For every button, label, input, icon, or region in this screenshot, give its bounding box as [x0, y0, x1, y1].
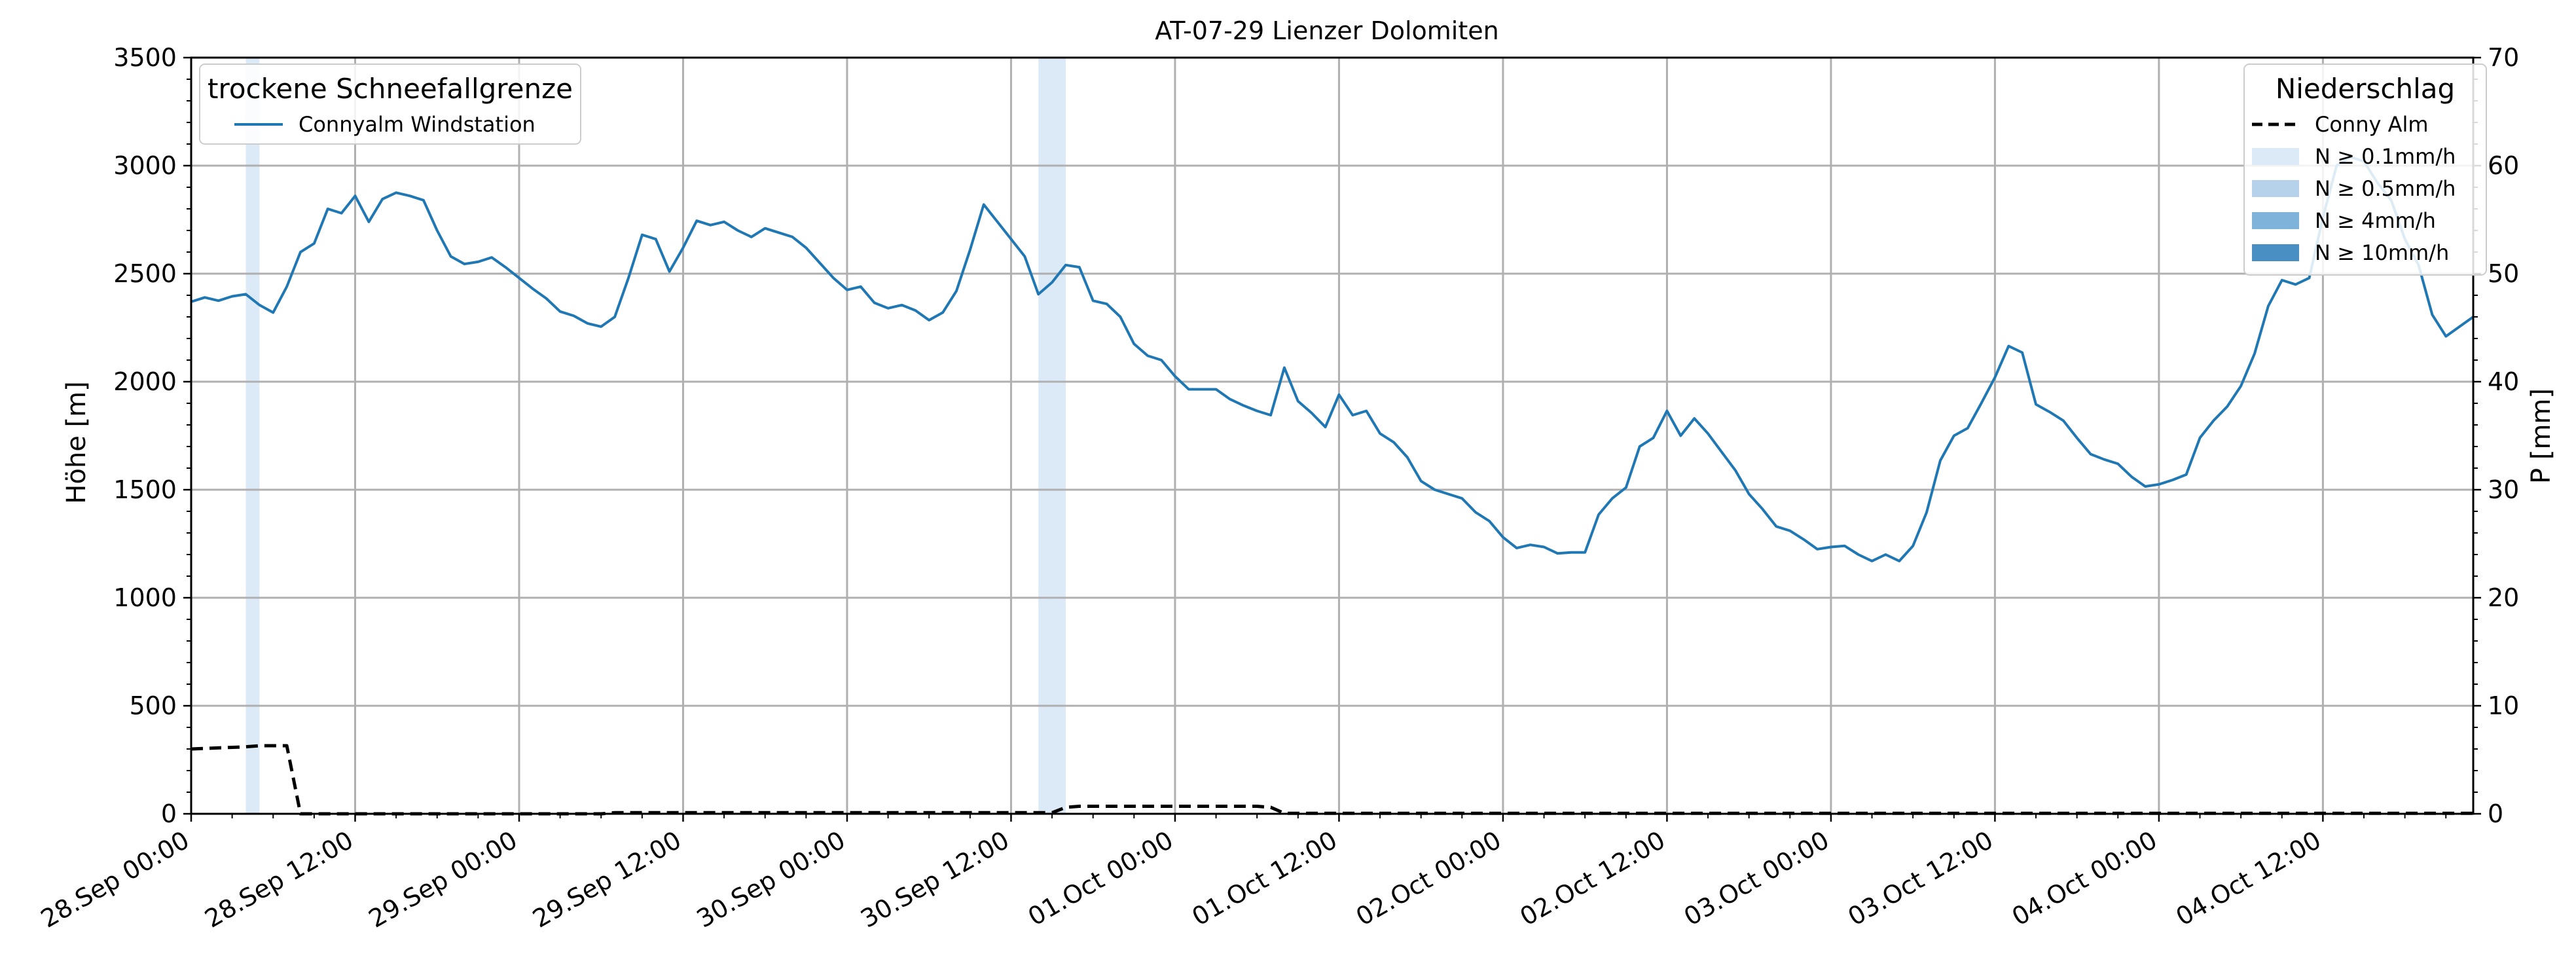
y-left-tick-label-2: 1000 [113, 583, 177, 612]
legend-precipitation-title: Niederschlag [2276, 73, 2455, 105]
y-left-tick-label-0: 0 [161, 799, 177, 828]
y-left-tick-label-1: 500 [129, 691, 177, 720]
axes [190, 56, 2475, 815]
legend-snowfall-box [199, 64, 581, 145]
series-line-1 [190, 744, 2473, 816]
legend-snowfall: trockene Schneefallgrenze Connyalm Winds… [199, 64, 581, 145]
y-left-tick-label-4: 2000 [113, 367, 177, 396]
y-left-tick-label-7: 3500 [113, 43, 177, 72]
precip-band-0 [245, 58, 260, 814]
precip-band-2 [1052, 58, 1066, 814]
y-axis-right-label: P [mm] [2526, 388, 2556, 484]
precipitation-bands [245, 58, 1066, 814]
y-right-tick-label-6: 60 [2488, 151, 2519, 180]
y-right-tick-label-1: 10 [2488, 691, 2519, 720]
legend-snowfall-title: trockene Schneefallgrenze [208, 73, 573, 105]
y-axis-left-label: Höhe [m] [62, 381, 92, 503]
chart-title: AT-07-29 Lienzer Dolomiten [1155, 16, 1498, 45]
legend-precip-label-conny: Conny Alm [2315, 112, 2429, 137]
legend-precip-label-4: N ≥ 4mm/h [2315, 208, 2436, 233]
y-right-tick-label-4: 40 [2488, 367, 2519, 396]
series-line-0 [190, 155, 2475, 562]
series-lines [190, 155, 2475, 816]
y-right-tick-label-3: 30 [2488, 475, 2519, 504]
plot-frame [190, 56, 2475, 815]
legend-precipitation: Niederschlag Conny Alm N ≥ 0.1mm/h N ≥ 0… [2243, 64, 2487, 276]
legend-precip-label-01: N ≥ 0.1mm/h [2315, 144, 2456, 169]
legend-precip-swatch-01 [2252, 148, 2299, 165]
y-right-tick-label-7: 70 [2488, 43, 2519, 72]
y-left-tick-label-3: 1500 [113, 475, 177, 504]
legend-precip-swatch-4 [2252, 212, 2299, 229]
y-right-tick-label-5: 50 [2488, 259, 2519, 288]
legend-precipitation-box [2243, 64, 2487, 276]
y-right-tick-label-0: 0 [2488, 799, 2503, 828]
legend-precip-swatch-10 [2252, 244, 2299, 261]
y-right-tick-label-2: 20 [2488, 583, 2519, 612]
legend-precip-label-05: N ≥ 0.5mm/h [2315, 176, 2456, 201]
y-left-tick-label-5: 2500 [113, 259, 177, 288]
legend-precip-swatch-05 [2252, 180, 2299, 197]
y-left-tick-label-6: 3000 [113, 151, 177, 180]
legend-precip-label-10: N ≥ 10mm/h [2315, 240, 2449, 265]
precip-band-1 [1038, 58, 1053, 814]
legend-snowfall-label: Connyalm Windstation [299, 112, 535, 137]
